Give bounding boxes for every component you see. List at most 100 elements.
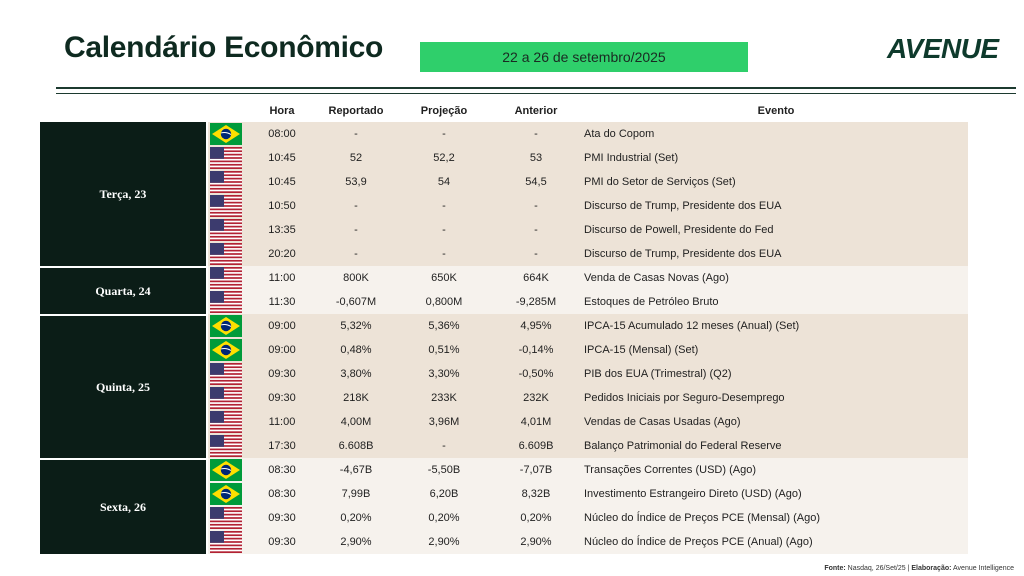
event-time: 20:20: [268, 248, 296, 260]
event-reported: -: [354, 224, 358, 236]
event-time: 09:30: [268, 536, 296, 548]
event-reported: 0,20%: [340, 512, 372, 524]
event-name: Ata do Copom: [584, 128, 655, 140]
event-name: Discurso de Trump, Presidente dos EUA: [584, 200, 782, 212]
event-time: 08:30: [268, 488, 296, 500]
event-forecast: 0,20%: [428, 512, 460, 524]
event-reported: 0,48%: [340, 344, 372, 356]
event-forecast: 650K: [431, 272, 457, 284]
event-forecast: 3,96M: [428, 416, 460, 428]
event-time: 17:30: [268, 440, 296, 452]
event-forecast: -: [442, 200, 446, 212]
event-name: Investimento Estrangeiro Direto (USD) (A…: [584, 488, 802, 500]
day-label: Terça, 23: [40, 122, 206, 266]
event-name: Discurso de Powell, Presidente do Fed: [584, 224, 774, 236]
day-label: Quarta, 24: [40, 268, 206, 314]
event-forecast: 0,51%: [428, 344, 460, 356]
event-reported: 218K: [343, 392, 369, 404]
event-previous: -7,07B: [519, 464, 553, 476]
event-row: 08:30 7,99B 6,20B 8,32B Investimento Estrang…: [208, 482, 968, 506]
event-time: 09:30: [268, 512, 296, 524]
event-name: PIB dos EUA (Trimestral) (Q2): [584, 368, 732, 380]
event-reported: 5,32%: [340, 320, 372, 332]
page-title: Calendário Econômico: [64, 31, 384, 64]
event-row: 09:00 5,32% 5,36% 4,95% IPCA-15 Acumulado 12…: [208, 314, 968, 338]
event-forecast: 6,20B: [429, 488, 459, 500]
event-previous: 8,32B: [521, 488, 551, 500]
event-name: Balanço Patrimonial do Federal Reserve: [584, 440, 782, 452]
event-previous: -0,14%: [518, 344, 554, 356]
event-row: 08:30 -4,67B -5,50B -7,07B Transações Corren…: [208, 458, 968, 482]
event-previous: -: [534, 200, 538, 212]
event-previous: -0,50%: [518, 368, 554, 380]
event-time: 08:30: [268, 464, 296, 476]
event-time: 10:50: [268, 200, 296, 212]
event-reported: 6.608B: [338, 440, 374, 452]
event-reported: 52: [349, 152, 363, 164]
event-previous: 0,20%: [520, 512, 552, 524]
source-note: Fonte: Nasdaq, 26/Set/25 | Elaboração: A…: [824, 565, 1014, 572]
event-name: Discurso de Trump, Presidente dos EUA: [584, 248, 782, 260]
event-time: 11:00: [268, 272, 296, 284]
divider: [56, 87, 1016, 89]
event-row: 09:00 0,48% 0,51% -0,14% IPCA-15 (Mensal) (S…: [208, 338, 968, 362]
event-time: 09:00: [268, 344, 296, 356]
event-reported: -: [354, 248, 358, 260]
event-previous: 4,01M: [520, 416, 552, 428]
column-header-hora: Hora: [269, 105, 295, 117]
event-name: IPCA-15 (Mensal) (Set): [584, 344, 699, 356]
divider: [56, 93, 1016, 94]
event-previous: 664K: [523, 272, 549, 284]
event-reported: -0,607M: [335, 296, 377, 308]
event-time: 11:30: [268, 296, 296, 308]
event-forecast: 54: [437, 176, 451, 188]
event-forecast: -: [442, 248, 446, 260]
event-row: 09:30 0,20% 0,20% 0,20% Núcleo do Índice de …: [208, 506, 968, 530]
event-reported: -: [354, 128, 358, 140]
event-forecast: 5,36%: [428, 320, 460, 332]
day-label: Sexta, 26: [40, 460, 206, 554]
event-previous: -: [534, 128, 538, 140]
event-name: Núcleo do Índice de Preços PCE (Anual) (…: [584, 536, 813, 548]
event-time: 09:30: [268, 392, 296, 404]
event-row: 17:30 6.608B - 6.609B Balanço Patrimonial do…: [208, 434, 968, 458]
event-previous: 4,95%: [520, 320, 552, 332]
avenue-logo: AVENUE: [887, 33, 999, 64]
event-previous: 54,5: [525, 176, 547, 188]
event-name: PMI Industrial (Set): [584, 152, 679, 164]
event-time: 10:45: [268, 176, 296, 188]
event-name: Pedidos Iniciais por Seguro-Desemprego: [584, 392, 785, 404]
event-name: Núcleo do Índice de Preços PCE (Mensal) …: [584, 512, 820, 524]
event-row: 10:45 52 52,2 53 PMI Industrial (Set): [208, 146, 968, 170]
event-name: Transações Correntes (USD) (Ago): [584, 464, 756, 476]
event-forecast: 2,90%: [428, 536, 460, 548]
event-forecast: -: [442, 440, 446, 452]
event-forecast: 3,30%: [428, 368, 460, 380]
event-row: 09:30 218K 233K 232K Pedidos Iniciais por Se…: [208, 386, 968, 410]
event-row: 09:30 2,90% 2,90% 2,90% Núcleo do Índice de …: [208, 530, 968, 554]
event-name: Vendas de Casas Usadas (Ago): [584, 416, 741, 428]
event-previous: 232K: [523, 392, 549, 404]
event-forecast: 52,2: [433, 152, 455, 164]
event-row: 11:30 -0,607M 0,800M -9,285M Estoques de Pet…: [208, 290, 968, 314]
event-row: 11:00 4,00M 3,96M 4,01M Vendas de Casas Usad…: [208, 410, 968, 434]
event-reported: 4,00M: [340, 416, 372, 428]
event-row: 10:50 - - - Discurso de Trump, Presidente do…: [208, 194, 968, 218]
event-forecast: 233K: [431, 392, 457, 404]
event-reported: 2,90%: [340, 536, 372, 548]
event-forecast: -: [442, 224, 446, 236]
event-row: 10:45 53,9 54 54,5 PMI do Setor de Serviços …: [208, 170, 968, 194]
event-name: Estoques de Petróleo Bruto: [584, 296, 719, 308]
event-row: 20:20 - - - Discurso de Trump, Presidente do…: [208, 242, 968, 266]
event-previous: 2,90%: [520, 536, 552, 548]
event-reported: -: [354, 200, 358, 212]
event-reported: -4,67B: [339, 464, 373, 476]
event-previous: -: [534, 248, 538, 260]
event-forecast: -: [442, 128, 446, 140]
event-previous: 53: [529, 152, 543, 164]
event-reported: 800K: [343, 272, 369, 284]
event-row: 09:30 3,80% 3,30% -0,50% PIB dos EUA (Trimes…: [208, 362, 968, 386]
date-range-badge: 22 a 26 de setembro/2025: [420, 42, 748, 72]
event-time: 08:00: [268, 128, 296, 140]
event-reported: 7,99B: [341, 488, 371, 500]
